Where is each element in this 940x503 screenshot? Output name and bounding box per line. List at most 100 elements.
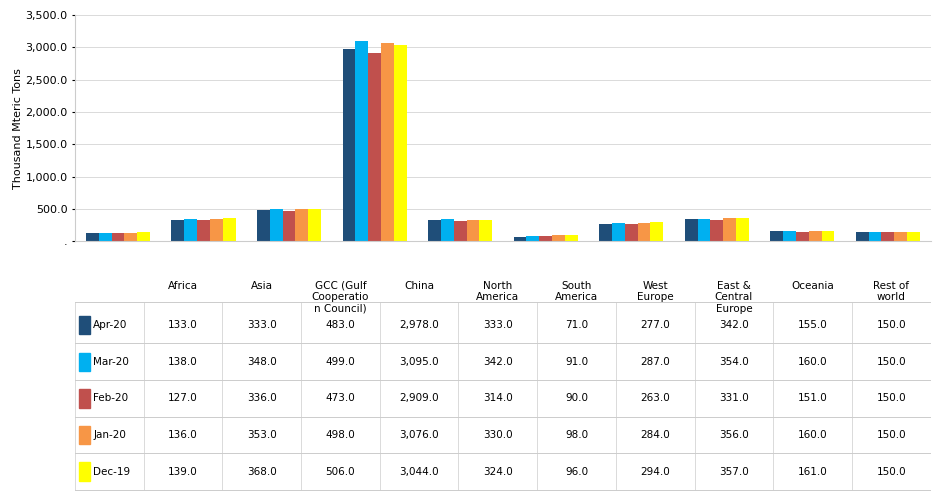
Text: 161.0: 161.0: [798, 467, 827, 477]
Text: 3,076.0: 3,076.0: [400, 430, 439, 440]
Bar: [894, 232, 907, 241]
Bar: [184, 219, 197, 241]
Text: 90.0: 90.0: [565, 393, 588, 403]
Bar: [783, 231, 796, 241]
Text: Feb-20: Feb-20: [93, 393, 128, 403]
Bar: [171, 220, 184, 241]
Bar: [99, 232, 112, 241]
Text: 324.0: 324.0: [483, 467, 512, 477]
Bar: [112, 233, 124, 241]
Text: 473.0: 473.0: [325, 393, 355, 403]
Bar: [441, 219, 454, 241]
Bar: [80, 316, 89, 334]
Bar: [513, 237, 526, 241]
Text: 330.0: 330.0: [483, 430, 512, 440]
Bar: [466, 220, 479, 241]
Text: 333.0: 333.0: [483, 320, 512, 330]
Bar: [86, 233, 99, 241]
Text: GCC (Gulf
Cooperatio
n Council): GCC (Gulf Cooperatio n Council): [312, 281, 369, 314]
Text: Oceania: Oceania: [791, 281, 834, 291]
Text: 138.0: 138.0: [168, 357, 197, 367]
Text: 348.0: 348.0: [247, 357, 276, 367]
Bar: [80, 353, 89, 371]
Bar: [355, 41, 368, 241]
Bar: [223, 218, 236, 241]
Text: Apr-20: Apr-20: [93, 320, 128, 330]
Bar: [342, 49, 355, 241]
Text: 336.0: 336.0: [247, 393, 276, 403]
Text: 331.0: 331.0: [719, 393, 749, 403]
Text: 150.0: 150.0: [876, 320, 906, 330]
Bar: [808, 231, 822, 241]
Text: 356.0: 356.0: [719, 430, 749, 440]
Text: 506.0: 506.0: [325, 467, 355, 477]
Bar: [796, 232, 808, 241]
Text: 133.0: 133.0: [168, 320, 197, 330]
Bar: [295, 209, 308, 241]
Bar: [381, 43, 394, 241]
Bar: [552, 235, 565, 241]
Text: 277.0: 277.0: [640, 320, 670, 330]
Bar: [80, 389, 89, 407]
Bar: [80, 426, 89, 444]
Text: 263.0: 263.0: [640, 393, 670, 403]
Text: North
America: North America: [477, 281, 519, 302]
Text: 91.0: 91.0: [565, 357, 588, 367]
Bar: [565, 235, 578, 241]
Text: 127.0: 127.0: [168, 393, 197, 403]
Text: Dec-19: Dec-19: [93, 467, 131, 477]
Bar: [124, 233, 137, 241]
Bar: [637, 223, 650, 241]
Text: 150.0: 150.0: [876, 393, 906, 403]
Bar: [454, 221, 466, 241]
Bar: [822, 231, 835, 241]
Text: 498.0: 498.0: [325, 430, 355, 440]
Text: 368.0: 368.0: [247, 467, 276, 477]
Bar: [210, 219, 223, 241]
Bar: [907, 232, 920, 241]
Text: Asia: Asia: [251, 281, 273, 291]
Text: 314.0: 314.0: [483, 393, 512, 403]
Text: 160.0: 160.0: [798, 430, 827, 440]
Bar: [736, 218, 749, 241]
Text: 342.0: 342.0: [483, 357, 512, 367]
Text: 483.0: 483.0: [325, 320, 355, 330]
Text: 98.0: 98.0: [565, 430, 588, 440]
Bar: [723, 218, 736, 241]
Text: 136.0: 136.0: [168, 430, 197, 440]
Text: 150.0: 150.0: [876, 430, 906, 440]
Bar: [650, 222, 664, 241]
Bar: [394, 45, 407, 241]
Text: 96.0: 96.0: [565, 467, 588, 477]
Text: Africa: Africa: [168, 281, 198, 291]
Text: 353.0: 353.0: [247, 430, 276, 440]
Text: 499.0: 499.0: [325, 357, 355, 367]
Bar: [599, 223, 612, 241]
Bar: [368, 53, 381, 241]
Bar: [869, 232, 882, 241]
Text: 287.0: 287.0: [640, 357, 670, 367]
Text: 284.0: 284.0: [640, 430, 670, 440]
Text: 342.0: 342.0: [719, 320, 749, 330]
Text: Mar-20: Mar-20: [93, 357, 129, 367]
Text: 71.0: 71.0: [565, 320, 588, 330]
Text: West
Europe: West Europe: [636, 281, 673, 302]
Text: 155.0: 155.0: [798, 320, 827, 330]
Bar: [257, 210, 270, 241]
Bar: [283, 211, 295, 241]
Bar: [711, 220, 723, 241]
Text: 357.0: 357.0: [719, 467, 749, 477]
Text: 294.0: 294.0: [640, 467, 670, 477]
Bar: [540, 235, 552, 241]
Text: 151.0: 151.0: [798, 393, 827, 403]
Bar: [308, 209, 321, 241]
Bar: [80, 462, 89, 481]
Bar: [697, 218, 711, 241]
Text: 150.0: 150.0: [876, 357, 906, 367]
Text: 2,978.0: 2,978.0: [400, 320, 439, 330]
Bar: [855, 232, 869, 241]
Bar: [770, 231, 783, 241]
Text: 2,909.0: 2,909.0: [400, 393, 439, 403]
Text: 3,095.0: 3,095.0: [400, 357, 439, 367]
Bar: [197, 220, 210, 241]
